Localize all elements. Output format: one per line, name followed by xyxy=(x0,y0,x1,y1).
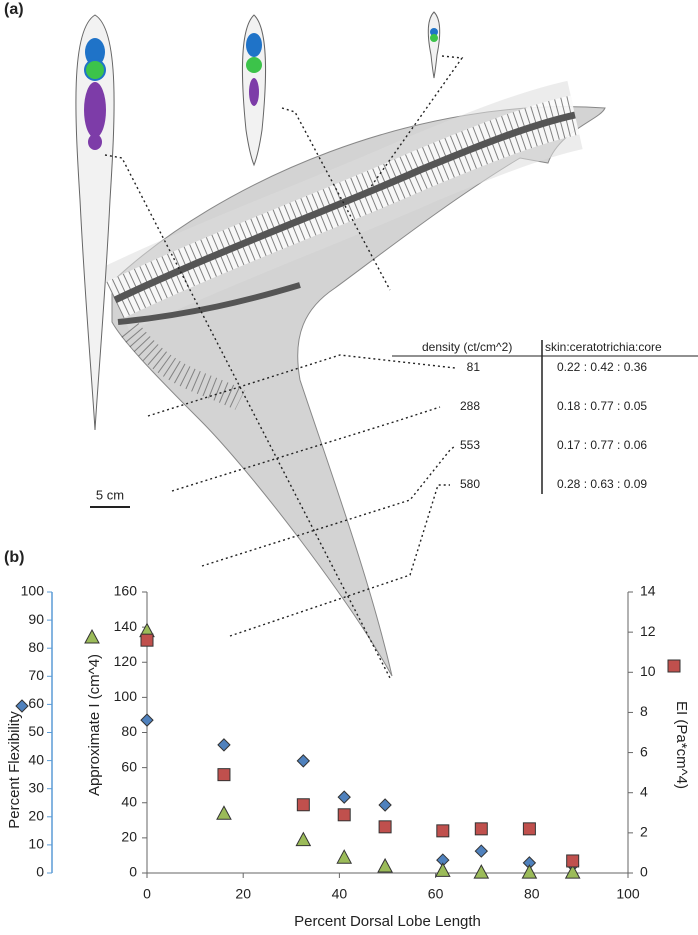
triangle-marker xyxy=(377,857,393,873)
y2-tick-label: 160 xyxy=(114,583,138,599)
square-marker xyxy=(296,798,310,812)
table-body: 81 0.22 : 0.42 : 0.36 288 0.18 : 0.77 : 0.0… xyxy=(460,360,647,491)
panel-label: (b) xyxy=(4,549,24,566)
table-cell: 0.22 : 0.42 : 0.36 xyxy=(557,360,647,374)
y3-tick-label: 14 xyxy=(640,583,656,599)
tail-illustration xyxy=(99,80,606,677)
square-marker xyxy=(522,822,536,836)
triangle-marker xyxy=(564,864,581,879)
y3-tick-label: 0 xyxy=(640,864,648,880)
square-marker xyxy=(436,824,450,838)
y2-tick-label: 140 xyxy=(114,618,138,634)
y2-tick-label: 60 xyxy=(121,758,137,774)
x-tick-label: 80 xyxy=(524,886,540,902)
square-marker xyxy=(337,808,351,822)
triangle-marker xyxy=(336,849,353,864)
diamond-marker xyxy=(217,738,231,752)
y-tick-label: 0 xyxy=(36,864,44,880)
axis-title: Percent Flexibility xyxy=(6,711,23,829)
triangle-marker xyxy=(84,628,100,644)
y2-tick-label: 40 xyxy=(121,793,137,809)
y3-tick-label: 2 xyxy=(640,824,648,840)
x-tick-label: 20 xyxy=(235,886,251,902)
y2-tick-label: 20 xyxy=(121,829,137,845)
y3-tick-label: 12 xyxy=(640,623,656,639)
x-axis-title: Percent Dorsal Lobe Length xyxy=(294,913,481,930)
y-tick-label: 50 xyxy=(28,723,44,739)
axis-title: EI (Pa*cm^4) xyxy=(673,701,690,789)
table-cell: 553 xyxy=(460,438,480,452)
square-marker xyxy=(474,822,488,836)
section-lines xyxy=(104,55,464,679)
diamond-marker xyxy=(140,713,154,727)
x-tick-label: 0 xyxy=(143,886,151,902)
chart: 0 20 40 60 80 1000102030405060708090100020406… xyxy=(6,583,690,930)
diamond-marker xyxy=(474,844,489,858)
square-marker xyxy=(140,633,154,647)
table-cell: 0.17 : 0.77 : 0.06 xyxy=(557,438,647,452)
square-marker xyxy=(566,854,580,868)
y2-tick-label: 0 xyxy=(129,864,137,880)
y-tick-label: 30 xyxy=(28,779,44,795)
y3-tick-label: 10 xyxy=(640,663,656,679)
scale-label: 5 cm xyxy=(96,487,124,502)
square-marker xyxy=(217,768,231,782)
triangle-marker xyxy=(521,864,538,879)
table-cell: 0.18 : 0.77 : 0.05 xyxy=(557,399,647,413)
y-tick-label: 100 xyxy=(21,583,45,599)
triangle-marker xyxy=(295,831,312,847)
x-tick-label: 100 xyxy=(616,886,640,902)
triangle-marker xyxy=(473,864,490,879)
table-cell: 288 xyxy=(460,399,480,413)
y3-tick-label: 6 xyxy=(640,743,648,759)
table-cell: 580 xyxy=(460,477,480,491)
table-header: skin:ceratotrichia:core xyxy=(545,340,662,354)
table-cell: 81 xyxy=(467,360,481,374)
y3-tick-label: 8 xyxy=(640,703,648,719)
y-tick-label: 90 xyxy=(28,611,44,627)
y2-tick-label: 80 xyxy=(121,723,137,739)
y-tick-label: 10 xyxy=(28,836,44,852)
panel-label: (a) xyxy=(4,1,24,18)
x-tick-label: 40 xyxy=(332,886,348,902)
y-tick-label: 40 xyxy=(28,751,44,767)
table-header: density (ct/cm^2) xyxy=(422,340,512,354)
table-cell: 0.28 : 0.63 : 0.09 xyxy=(557,477,647,491)
y-tick-label: 20 xyxy=(28,808,44,824)
diamond-marker xyxy=(296,754,311,768)
y2-tick-label: 100 xyxy=(114,688,138,704)
diamond-marker xyxy=(378,798,392,812)
diamond-marker xyxy=(15,699,29,713)
triangle-marker xyxy=(434,862,451,877)
triangle-marker xyxy=(216,805,232,820)
square-marker xyxy=(378,820,392,834)
x-tick-label: 60 xyxy=(428,886,444,902)
y2-tick-label: 120 xyxy=(114,653,138,669)
y-tick-label: 70 xyxy=(28,667,44,683)
y-tick-label: 60 xyxy=(28,695,44,711)
axis-title: Approximate I (cm^4) xyxy=(86,654,103,796)
square-marker xyxy=(667,659,681,673)
y-tick-label: 80 xyxy=(28,639,44,655)
diamond-marker xyxy=(337,790,351,804)
y3-tick-label: 4 xyxy=(640,783,648,799)
cross-sections xyxy=(75,11,441,431)
